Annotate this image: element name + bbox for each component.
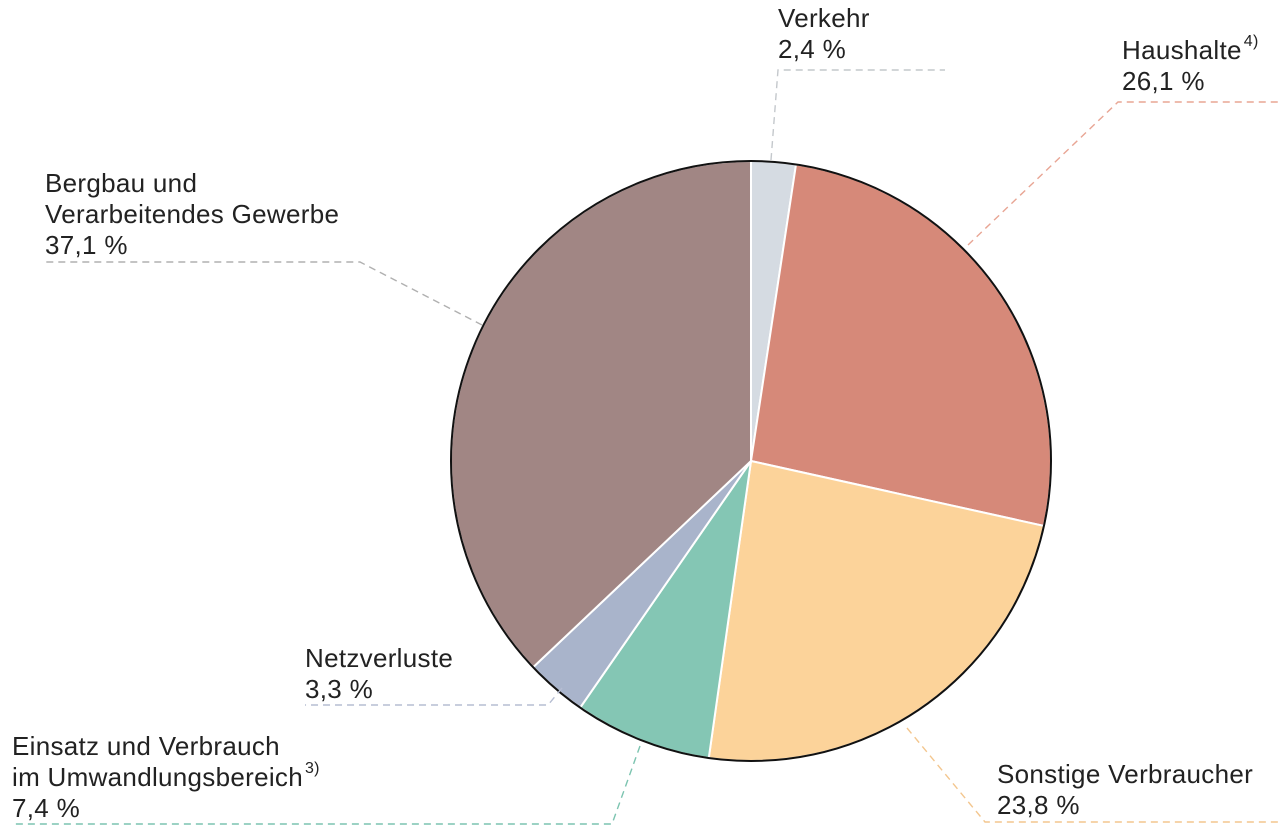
leader-line [45, 261, 483, 326]
leader-line [906, 727, 1278, 823]
pie [450, 159, 1052, 762]
label-line: Haushalte [1122, 35, 1242, 65]
label-line: Einsatz und Verbrauch [12, 731, 280, 761]
leader-line [967, 101, 1278, 246]
label-line: im Umwandlungsbereich [12, 762, 303, 792]
slice-label: Haushalte [1122, 35, 1242, 65]
leader-line [770, 69, 945, 161]
value-label: 2,4 % [778, 34, 846, 64]
label-line: Verkehr [778, 3, 870, 33]
footnote-mark: 3) [305, 760, 320, 777]
value-label: 7,4 % [12, 793, 80, 823]
leader-line [305, 687, 563, 706]
label-line: Bergbau und [45, 168, 197, 198]
slice-label: Sonstige Verbraucher [997, 759, 1253, 789]
value-label: 3,3 % [305, 674, 373, 704]
label-line: Sonstige Verbraucher [997, 759, 1253, 789]
footnote-mark: 4) [1244, 33, 1259, 50]
slice-label: Verkehr [778, 3, 870, 33]
pie-outline [450, 160, 1052, 762]
leader-line [12, 745, 641, 825]
value-label: 26,1 % [1122, 66, 1205, 96]
slice-label: Netzverluste [305, 643, 453, 673]
value-label: 23,8 % [997, 790, 1080, 820]
slice-label: Bergbau und Verarbeitendes Gewerbe [45, 168, 339, 229]
label-line: Netzverluste [305, 643, 453, 673]
label-line: Verarbeitendes Gewerbe [45, 199, 339, 229]
slice-label: Einsatz und Verbrauch im Umwandlungsberei… [12, 731, 303, 792]
value-label: 37,1 % [45, 230, 128, 260]
